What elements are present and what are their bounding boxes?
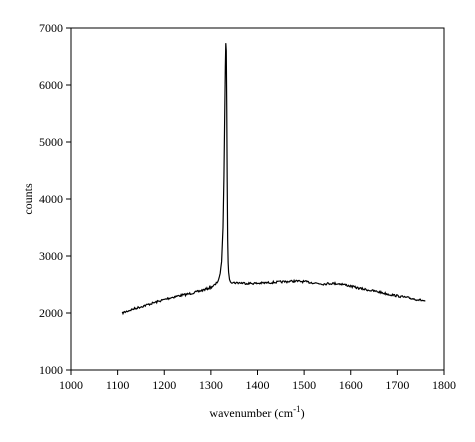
y-tick-label: 5000 — [39, 135, 63, 149]
x-axis-title-superscript: -1 — [293, 404, 301, 414]
y-tick-label: 2000 — [39, 306, 63, 320]
x-tick-label: 1600 — [339, 378, 363, 392]
x-tick-label: 1000 — [59, 378, 83, 392]
y-tick-label: 1000 — [39, 363, 63, 377]
x-axis-title-suffix: ) — [301, 406, 305, 420]
y-axis-ticks: 1000 2000 3000 4000 5000 6000 7000 — [39, 21, 71, 377]
y-tick-label: 7000 — [39, 21, 63, 35]
x-tick-label: 1700 — [385, 378, 409, 392]
x-tick-label: 1500 — [292, 378, 316, 392]
plot-frame — [70, 27, 445, 371]
x-axis-ticks: 1000 1100 1200 1300 1400 1500 1600 1700 1800 — [59, 370, 456, 392]
x-tick-label: 1300 — [199, 378, 223, 392]
x-tick-label: 1800 — [432, 378, 456, 392]
x-tick-label: 1100 — [106, 378, 130, 392]
x-axis-title: wavenumber (cm-1) — [209, 404, 304, 420]
y-tick-label: 3000 — [39, 249, 63, 263]
y-axis-title: counts — [21, 183, 35, 215]
x-tick-label: 1200 — [152, 378, 176, 392]
y-tick-label: 6000 — [39, 78, 63, 92]
y-tick-label: 4000 — [39, 192, 63, 206]
spectrum-series-line — [121, 43, 426, 316]
x-tick-label: 1400 — [246, 378, 270, 392]
